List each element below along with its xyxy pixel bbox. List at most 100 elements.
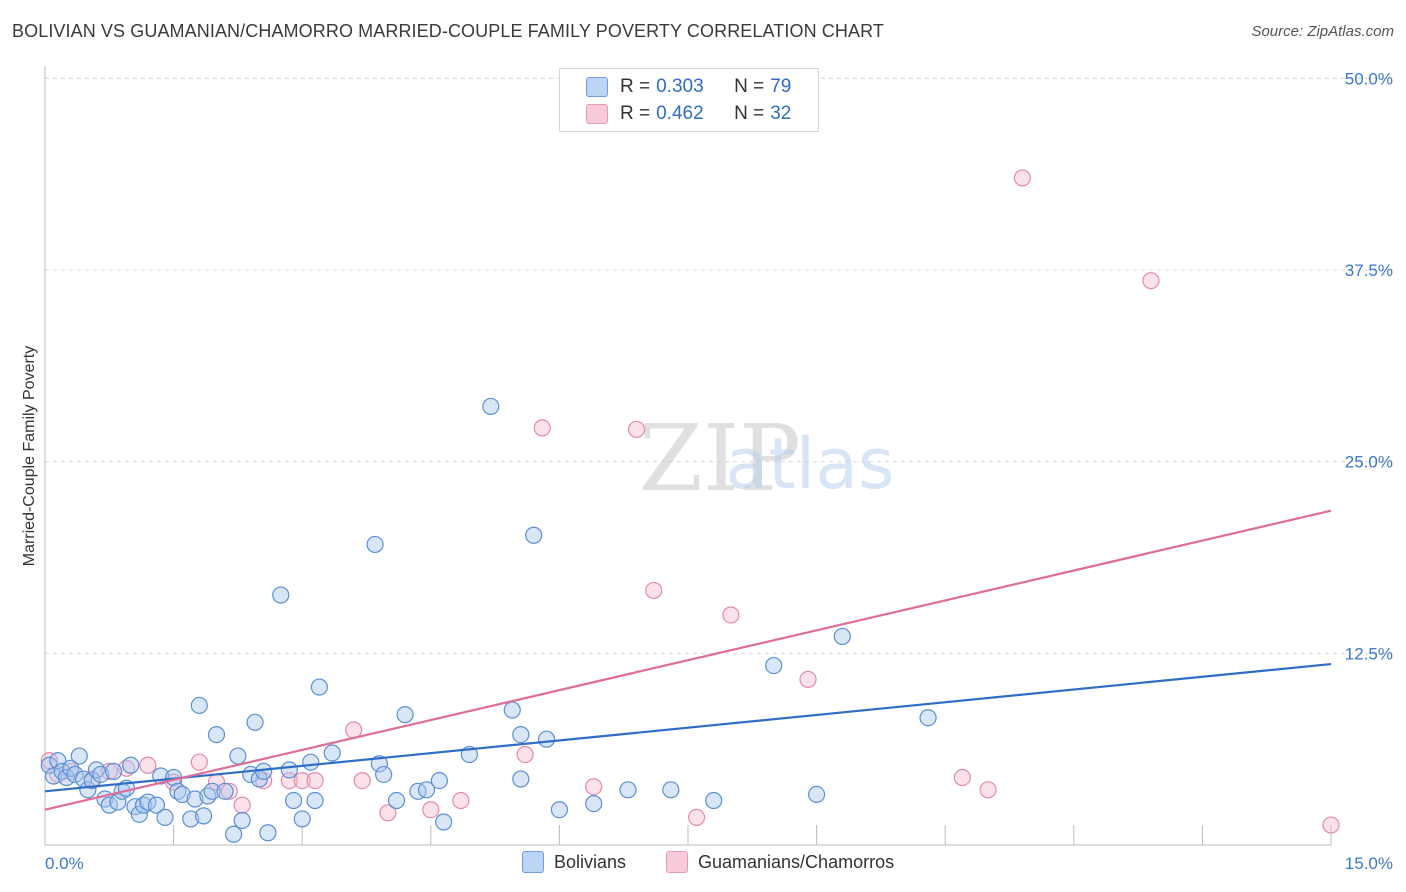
bottom-legend-label: Bolivians [554, 851, 627, 872]
data-point [229, 747, 247, 765]
data-point [139, 756, 157, 774]
data-point [409, 782, 427, 800]
data-point [417, 781, 436, 799]
legend-row-bolivians: R = 0.303 N = 79 [586, 75, 791, 99]
data-point [353, 771, 371, 790]
data-point [387, 791, 406, 810]
data-point [512, 725, 530, 744]
data-point [525, 526, 543, 544]
data-point [259, 824, 277, 842]
data-point [375, 765, 393, 784]
data-point [516, 745, 534, 764]
watermark-zip: ZIP [639, 405, 801, 512]
data-point [92, 765, 110, 784]
tick-labels: 12.5% 25.0% 37.5% 50.0% 0.0% 15.0% [45, 69, 1393, 873]
data-point [533, 419, 551, 437]
data-point [396, 706, 414, 724]
data-point [130, 805, 148, 823]
bottom-legend-swatch-blue [522, 851, 544, 873]
chart-title: BOLIVIAN VS GUAMANIAN/CHAMORRO MARRIED-C… [12, 21, 884, 41]
legend-swatch-pink [586, 104, 608, 124]
data-point [147, 796, 166, 814]
legend-r-value: 0.303 [656, 76, 704, 97]
data-point [302, 753, 320, 771]
y-tick-label: 50.0% [1345, 69, 1393, 88]
y-tick-label: 12.5% [1345, 644, 1393, 663]
data-point [246, 713, 264, 731]
data-point [503, 701, 521, 719]
data-point [306, 771, 324, 790]
y-tick-label: 37.5% [1345, 261, 1393, 280]
bottom-legend-bolivians: Bolivians [522, 851, 626, 873]
legend-n-value: 32 [770, 103, 792, 124]
trend-line-bolivians [44, 662, 1332, 793]
data-point [687, 808, 706, 826]
data-point [280, 761, 298, 779]
legend-r-label: R = [620, 103, 651, 124]
source-label: Source: ZipAtlas.com [1251, 23, 1394, 40]
data-point [585, 778, 603, 796]
data-point [705, 791, 723, 810]
legend-row-guamanians: R = 0.462 N = 32 [586, 102, 791, 126]
data-point [109, 793, 127, 811]
stats-legend: R = 0.303 N = 79 R = 0.462 N = 32 [559, 68, 819, 132]
bottom-legend-swatch-pink [666, 851, 688, 873]
trend-lines [44, 509, 1332, 811]
bottom-legend-guamanians: Guamanians/Chamorros [666, 851, 894, 873]
data-point [435, 813, 453, 831]
data-point [225, 825, 243, 843]
data-point [482, 397, 500, 416]
data-point [70, 747, 88, 765]
data-point [430, 771, 448, 790]
data-point [293, 810, 311, 828]
data-point [1142, 272, 1160, 290]
data-point [182, 810, 200, 828]
data-point [1013, 169, 1031, 187]
data-point [306, 791, 324, 810]
axes [44, 66, 1332, 846]
data-point [662, 781, 680, 799]
data-point [156, 808, 174, 826]
x-tick-label-min: 0.0% [45, 854, 84, 873]
data-point [799, 670, 817, 688]
data-point [186, 790, 204, 808]
data-point [285, 791, 303, 810]
data-point [220, 782, 238, 800]
data-point [122, 756, 140, 774]
data-point [203, 782, 221, 800]
data-point [190, 753, 208, 771]
y-tick-label: 25.0% [1345, 453, 1393, 472]
data-point [310, 678, 328, 696]
data-point [765, 656, 783, 675]
data-point [1322, 816, 1340, 834]
grid-lines [45, 77, 1392, 654]
data-point [216, 782, 234, 800]
bottom-legend-label: Guamanians/Chamorros [698, 851, 895, 872]
legend-r-label: R = [620, 76, 651, 97]
data-point [190, 696, 208, 715]
data-point [979, 781, 997, 799]
data-point [195, 807, 213, 825]
data-point [919, 709, 937, 727]
data-point [323, 744, 341, 762]
data-point [807, 785, 826, 803]
series-bolivians-points [40, 397, 937, 843]
legend-r-value: 0.462 [656, 103, 704, 124]
data-point [550, 801, 569, 819]
trend-line-guamanians [44, 509, 1332, 811]
watermark-atlas: atlas [725, 423, 894, 505]
data-point [255, 762, 273, 780]
data-point [537, 730, 556, 748]
data-point [379, 804, 397, 822]
data-point [49, 752, 67, 770]
data-point [422, 801, 440, 819]
data-point [619, 781, 637, 799]
y-axis-label: Married-Couple Family Poverty [21, 345, 38, 567]
data-point [272, 586, 290, 604]
data-point [585, 794, 603, 813]
data-point [173, 785, 191, 803]
data-point [66, 765, 84, 784]
data-point [627, 420, 646, 439]
data-point [366, 535, 384, 554]
